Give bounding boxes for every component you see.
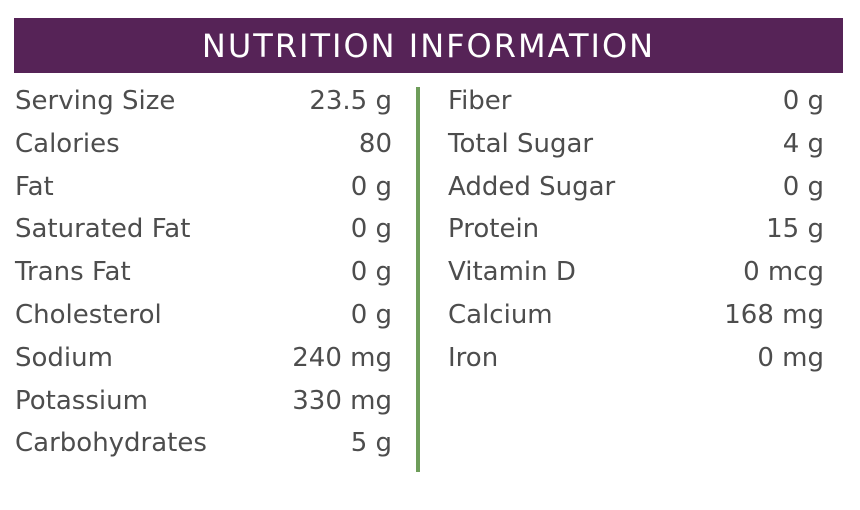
nutrient-value: 0 g — [782, 171, 824, 202]
nutrient-value: 0 g — [350, 257, 392, 288]
nutrient-label: Added Sugar — [448, 171, 616, 202]
nutrient-label: Total Sugar — [448, 128, 594, 159]
nutrient-row: Fat 0 g — [15, 166, 392, 209]
nutrient-row: Protein 15 g — [448, 208, 824, 251]
nutrient-value: 5 g — [350, 428, 392, 459]
nutrient-value: 4 g — [782, 128, 824, 159]
nutrient-label: Calcium — [448, 299, 553, 330]
nutrient-value: 240 mg — [292, 342, 392, 373]
nutrient-label: Saturated Fat — [15, 214, 191, 245]
nutrient-row: Carbohydrates 5 g — [15, 422, 392, 465]
column-divider — [416, 87, 420, 472]
nutrient-row: Trans Fat 0 g — [15, 251, 392, 294]
nutrient-row: Total Sugar 4 g — [448, 123, 824, 166]
nutrient-row: Iron 0 mg — [448, 337, 824, 380]
nutrient-value: 0 g — [350, 299, 392, 330]
nutrient-value: 0 mcg — [743, 257, 824, 288]
nutrient-label: Carbohydrates — [15, 428, 207, 459]
nutrient-value: 0 g — [782, 86, 824, 116]
nutrient-label: Fat — [15, 171, 54, 202]
nutrient-row: Added Sugar 0 g — [448, 166, 824, 209]
nutrient-value: 15 g — [766, 214, 824, 245]
nutrient-label: Trans Fat — [15, 257, 131, 288]
nutrient-row: Vitamin D 0 mcg — [448, 251, 824, 294]
nutrient-value: 0 g — [350, 214, 392, 245]
nutrient-value: 168 mg — [724, 299, 824, 330]
nutrition-header: NUTRITION INFORMATION — [14, 18, 843, 73]
nutrient-value: 0 mg — [757, 342, 824, 373]
nutrient-row: Sodium 240 mg — [15, 337, 392, 380]
nutrient-value: 80 — [358, 128, 392, 159]
nutrient-label: Sodium — [15, 342, 113, 373]
nutrient-row: Cholesterol 0 g — [15, 294, 392, 337]
nutrient-value: 0 g — [350, 171, 392, 202]
nutrition-right-column: Fiber 0 g Total Sugar 4 g Added Sugar 0 g P… — [448, 80, 824, 380]
nutrient-value: 330 mg — [292, 385, 392, 416]
nutrient-label: Fiber — [448, 86, 512, 116]
nutrient-row: Saturated Fat 0 g — [15, 208, 392, 251]
nutrition-left-column: Serving Size 23.5 g Calories 80 Fat 0 g Sat… — [15, 80, 392, 465]
nutrient-label: Cholesterol — [15, 299, 162, 330]
nutrient-label: Calories — [15, 128, 120, 159]
nutrient-label: Vitamin D — [448, 257, 576, 288]
nutrient-row: Fiber 0 g — [448, 80, 824, 123]
nutrient-label: Protein — [448, 214, 540, 245]
nutrient-row: Serving Size 23.5 g — [15, 80, 392, 123]
page-title: NUTRITION INFORMATION — [201, 26, 656, 65]
nutrient-row: Calcium 168 mg — [448, 294, 824, 337]
nutrient-row: Calories 80 — [15, 123, 392, 166]
nutrient-label: Iron — [448, 342, 499, 373]
nutrient-value: 23.5 g — [309, 86, 392, 116]
nutrient-row: Potassium 330 mg — [15, 380, 392, 423]
nutrient-label: Potassium — [15, 385, 148, 416]
nutrient-label: Serving Size — [15, 86, 176, 116]
